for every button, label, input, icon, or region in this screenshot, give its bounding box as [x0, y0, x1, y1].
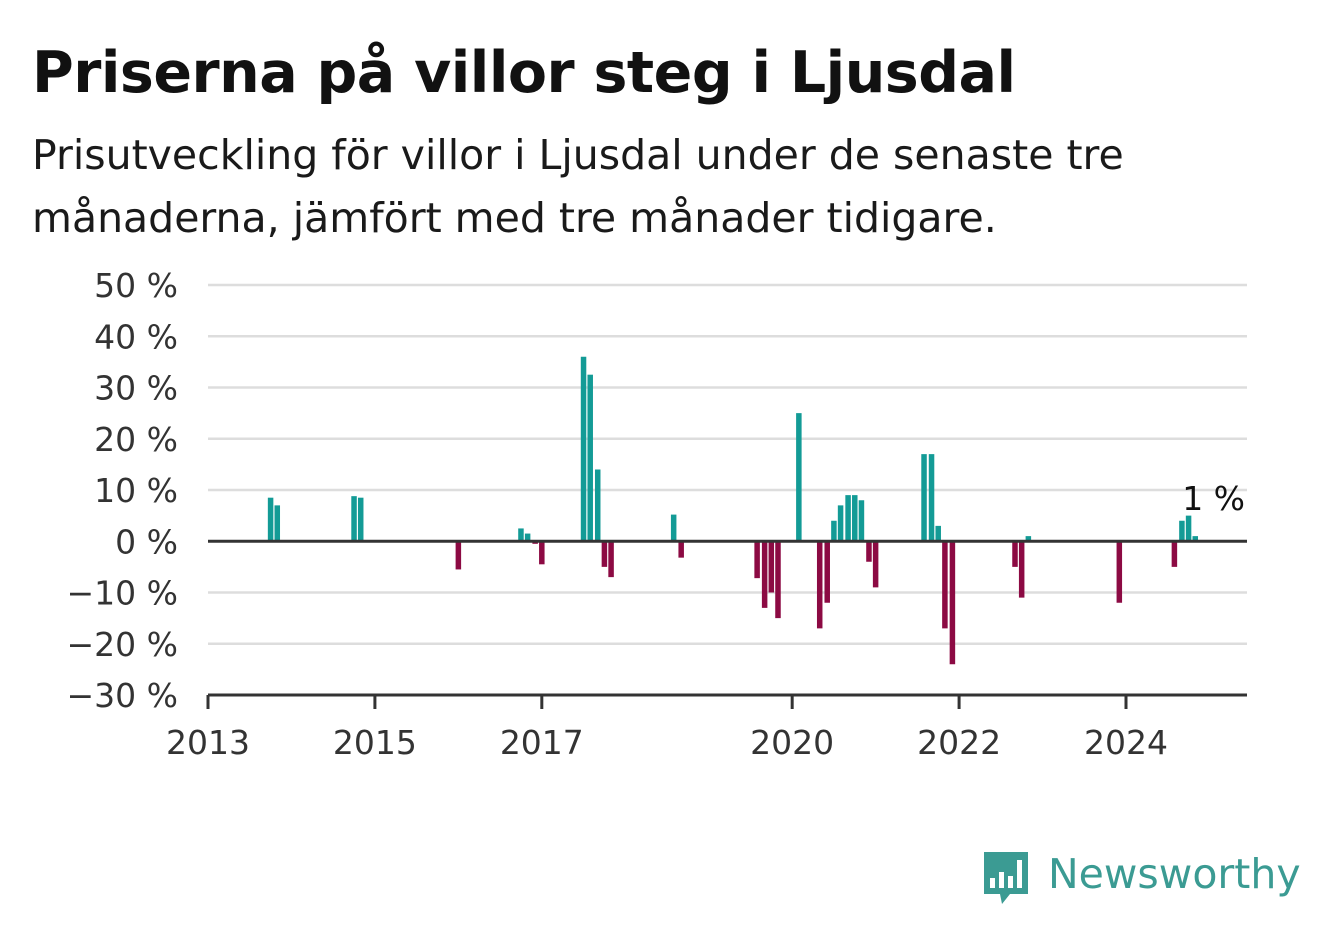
y-tick-label: 20 %: [94, 420, 178, 459]
bar: [775, 541, 781, 619]
bar: [837, 505, 844, 542]
bar: [754, 541, 760, 579]
bar: [580, 356, 587, 542]
bar: [1025, 536, 1032, 542]
y-tick-label: 30 %: [94, 369, 178, 408]
x-tick-label: 2024: [1084, 723, 1168, 762]
bar: [587, 374, 593, 542]
bar: [858, 500, 865, 542]
bar: [1116, 541, 1123, 603]
bar: [594, 469, 601, 542]
bar: [524, 533, 531, 542]
bar: [796, 413, 802, 542]
bar: [678, 541, 684, 558]
x-tick-label: 2015: [333, 723, 417, 762]
bar: [768, 541, 775, 593]
y-tick-label: 0 %: [115, 522, 178, 561]
chart-title: Priserna på villor steg i Ljusdal: [32, 40, 1016, 106]
bar: [816, 541, 823, 629]
bar: [274, 505, 281, 542]
y-tick-label: −30 %: [67, 676, 179, 715]
bar: [761, 541, 768, 608]
bar: [845, 495, 851, 542]
bar: [601, 541, 608, 567]
newsworthy-logo: Newsworthy: [980, 848, 1301, 910]
bar: [1171, 541, 1178, 567]
bar: [539, 541, 545, 565]
bar: [949, 541, 956, 665]
bar: [1192, 536, 1199, 542]
y-tick-label: −10 %: [67, 574, 179, 613]
x-tick-label: 2022: [917, 723, 1001, 762]
bar: [852, 495, 858, 542]
bar: [872, 541, 879, 588]
y-tick-label: 10 %: [94, 471, 178, 510]
bar: [831, 520, 837, 542]
bar: [942, 541, 948, 629]
bar: [1185, 515, 1192, 542]
bar: [935, 525, 941, 542]
bar: [1018, 541, 1025, 598]
bar: [608, 541, 614, 578]
x-tick-label: 2017: [500, 723, 584, 762]
bar: [1012, 541, 1018, 567]
value-annotation: 1 %: [1182, 479, 1245, 518]
x-tick-label: 2020: [750, 723, 834, 762]
bar: [267, 497, 274, 542]
y-tick-label: 40 %: [94, 317, 178, 356]
bar: [921, 454, 927, 542]
y-tick-label: 50 %: [94, 266, 178, 305]
bar: [357, 497, 364, 542]
bar: [455, 541, 462, 570]
y-tick-label: −20 %: [67, 625, 179, 664]
x-tick-label: 2013: [166, 723, 250, 762]
bar: [351, 496, 357, 542]
chart-subtitle: Prisutveckling för villor i Ljusdal unde…: [32, 131, 1124, 242]
bar: [866, 541, 872, 562]
bar: [518, 528, 524, 542]
bar: [670, 514, 677, 542]
newsworthy-chart-bubble-icon: [984, 852, 1028, 904]
bar: [928, 454, 935, 542]
bar: [1179, 520, 1185, 542]
brand-name: Newsworthy: [1048, 850, 1301, 898]
bar: [824, 541, 830, 603]
